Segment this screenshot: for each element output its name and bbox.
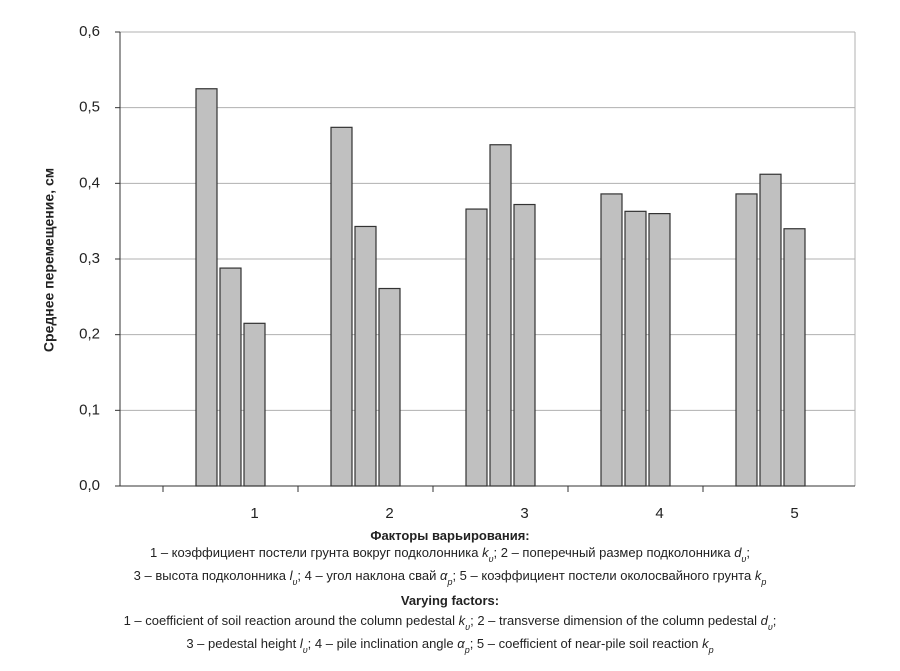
bar [219,267,242,487]
caption-subscript: p [708,645,714,655]
caption-line: 3 – pedestal height lυ; 4 – pile inclina… [186,636,713,655]
x-tick-label: 5 [790,505,798,522]
y-tick-label: 0,6 [79,23,100,40]
bar [735,193,758,487]
bar [489,144,512,487]
y-axis-label: Среднее перемещение, см [41,168,57,352]
bar [648,213,671,487]
caption-text: ; 5 – coefficient of near-pile soil reac… [470,636,702,651]
x-tick-label: 4 [655,505,663,522]
caption-symbol: l [290,568,294,583]
caption-symbol: l [300,636,304,651]
bar [759,173,782,487]
x-tick-label: 3 [520,505,528,522]
caption-subscript: υ [768,622,773,632]
caption-text: ; [746,545,750,560]
caption-line: 3 – высота подколонника lυ; 4 – угол нак… [134,568,767,587]
caption-subscript: p [446,577,452,587]
y-tick-label: 0,4 [79,174,100,191]
bar [624,210,647,487]
y-tick-label: 0,1 [79,401,100,418]
caption-subscript: υ [741,554,746,564]
bar [513,203,536,487]
caption-subscript: υ [489,554,494,564]
caption-text: ; 2 – поперечный размер подколонника [494,545,735,560]
caption-text: ; 4 – pile inclination angle [308,636,458,651]
y-tick-label: 0,3 [79,250,100,267]
caption-subscript: υ [292,577,297,587]
bar [330,126,353,487]
caption-symbol: k [459,613,467,628]
caption-subscript: υ [303,645,308,655]
bar [378,287,401,487]
bar [195,88,218,487]
caption-symbol: α [440,568,448,583]
caption-symbol: k [755,568,763,583]
x-tick-label: 1 [250,505,258,522]
caption-line: 1 – coefficient of soil reaction around … [124,613,777,632]
caption-symbol: d [734,545,742,560]
y-tick-label: 0,5 [79,99,100,116]
caption-title: Varying factors: [401,593,499,608]
caption-subscript: p [760,577,766,587]
bar [783,228,806,487]
caption-text: 1 – коэффициент постели грунта вокруг по… [150,545,482,560]
caption-symbol: k [482,545,490,560]
caption-text: 1 – coefficient of soil reaction around … [124,613,459,628]
caption-subscript: υ [465,622,470,632]
caption-line: 1 – коэффициент постели грунта вокруг по… [150,545,750,564]
bar [354,225,377,487]
caption-text: 3 – высота подколонника [134,568,290,583]
bar [465,208,488,487]
y-tick-label: 0,2 [79,326,100,343]
caption-symbol: α [457,636,465,651]
caption-text: 3 – pedestal height [186,636,299,651]
caption-title: Факторы варьирования: [370,528,529,543]
caption-text: ; 4 – угол наклона свай [297,568,440,583]
x-tick-label: 2 [385,505,393,522]
caption-text: ; 5 – коэффициент постели околосвайного … [452,568,754,583]
bar [243,322,266,487]
caption-text: ; [773,613,777,628]
caption-subscript: p [464,645,470,655]
caption-symbol: k [702,636,710,651]
caption-text: ; 2 – transverse dimension of the column… [470,613,761,628]
caption-symbol: d [761,613,769,628]
bar [600,193,623,487]
y-tick-label: 0,0 [79,477,100,494]
